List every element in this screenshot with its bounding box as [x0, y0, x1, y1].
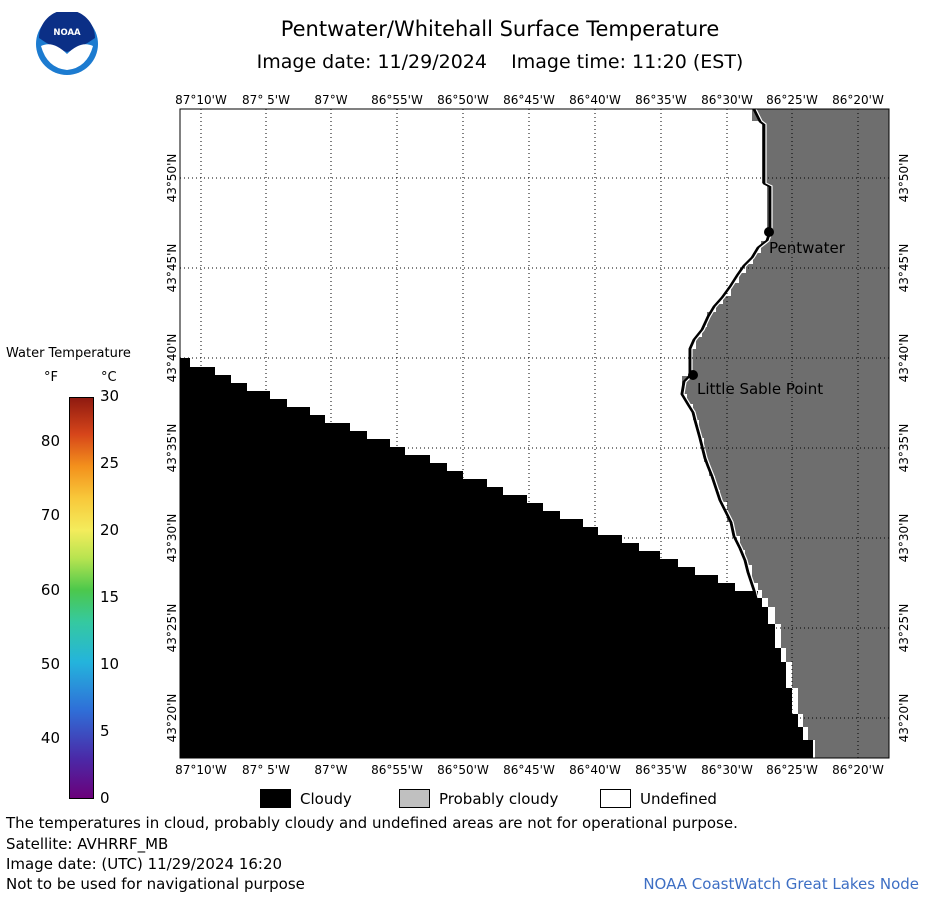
key-undefined-label: Undefined [640, 789, 717, 808]
little-sable-point-marker [688, 370, 698, 380]
latitude-label: 43°50'N [897, 154, 911, 203]
shoreline-outline [683, 108, 773, 599]
latitude-labels-right: 43°50'N 43°45'N 43°40'N 43°35'N 43°30'N 43°25… [897, 154, 911, 743]
latitude-labels-left: 43°50'N 43°45'N 43°40'N 43°35'N 43°30'N 43°25… [165, 154, 179, 743]
latitude-label: 43°45'N [165, 244, 179, 293]
map-subtitle: Image date: 11/29/2024 Image time: 11:20… [256, 51, 744, 73]
key-probably-cloudy-label: Probably cloudy [439, 789, 559, 808]
longitude-label: 87° 5'W [242, 93, 290, 107]
longitude-label: 86°45'W [503, 763, 555, 777]
key-cloudy: Cloudy [260, 789, 352, 808]
longitude-label: 86°40'W [569, 93, 621, 107]
fahrenheit-tick: 80 [40, 431, 60, 450]
fahrenheit-tick: 40 [40, 729, 60, 748]
celsius-tick: 20 [100, 521, 120, 539]
place-label-pentwater: Pentwater [769, 239, 846, 257]
credit-text: NOAA CoastWatch Great Lakes Node [643, 875, 919, 893]
map-frame [179, 108, 890, 759]
key-undefined: Undefined [600, 789, 717, 808]
latitude-label: 43°40'N [897, 334, 911, 383]
legend-unit-celsius: °C [101, 370, 117, 385]
longitude-label: 86°35'W [635, 763, 687, 777]
latitude-label: 43°35'N [897, 424, 911, 473]
longitude-label: 86°35'W [635, 93, 687, 107]
land-probably-cloudy-area [682, 109, 889, 758]
celsius-tick: 25 [100, 454, 120, 472]
place-label-little-sable-point: Little Sable Point [697, 380, 823, 398]
shoreline [680, 108, 772, 599]
legend-color-bar [69, 397, 94, 799]
noaa-logo-icon: NOAA [35, 10, 99, 76]
legend-unit-fahrenheit: °F [44, 370, 58, 385]
longitude-labels-bottom: 87°10'W 87° 5'W 87°W 86°55'W 86°50'W 86°45'W 8… [175, 763, 884, 777]
latitude-label: 43°25'N [165, 604, 179, 653]
longitude-label: 86°30'W [701, 763, 753, 777]
latitude-label: 43°40'N [165, 334, 179, 383]
noaa-logo-text: NOAA [53, 28, 81, 38]
legend-title: Water Temperature [6, 346, 131, 361]
longitude-label: 86°55'W [371, 763, 423, 777]
celsius-tick: 15 [100, 588, 120, 606]
navigation-warning: Not to be used for navigational purpose [6, 875, 305, 893]
disclaimer-text: The temperatures in cloud, probably clou… [6, 814, 738, 832]
longitude-label: 87° 5'W [242, 763, 290, 777]
longitude-label: 87°W [314, 93, 347, 107]
legend-celsius-scale: 30 25 20 15 10 5 0 [100, 0, 140, 899]
undefined-swatch [600, 789, 631, 808]
longitude-label: 86°40'W [569, 763, 621, 777]
longitude-label: 87°W [314, 763, 347, 777]
latitude-label: 43°20'N [165, 694, 179, 743]
longitude-label: 86°20'W [832, 763, 884, 777]
map-title: Pentwater/Whitehall Surface Temperature [280, 17, 720, 41]
latitude-label: 43°20'N [897, 694, 911, 743]
longitude-label: 86°30'W [701, 93, 753, 107]
latitude-label: 43°30'N [897, 514, 911, 563]
satellite-text: Satellite: AVHRRF_MB [6, 835, 169, 853]
celsius-tick: 0 [100, 789, 110, 807]
key-probably-cloudy: Probably cloudy [399, 789, 558, 808]
latitude-label: 43°25'N [897, 604, 911, 653]
longitude-label: 86°50'W [437, 93, 489, 107]
longitude-label: 87°10'W [175, 763, 227, 777]
fahrenheit-tick: 70 [40, 506, 60, 525]
celsius-tick: 10 [100, 655, 120, 673]
graticule [180, 109, 889, 758]
key-cloudy-label: Cloudy [300, 789, 352, 808]
longitude-label: 86°25'W [766, 93, 818, 107]
legend-fahrenheit-scale: 80 70 60 50 40 [0, 0, 60, 899]
latitude-label: 43°45'N [897, 244, 911, 293]
longitude-labels-top: 87°10'W 87° 5'W 87°W 86°55'W 86°50'W 86°45'W 8… [175, 93, 884, 107]
fahrenheit-tick: 60 [40, 580, 60, 599]
longitude-label: 86°45'W [503, 93, 555, 107]
latitude-label: 43°35'N [165, 424, 179, 473]
fahrenheit-tick: 50 [40, 655, 60, 673]
cloudy-swatch [260, 789, 291, 808]
longitude-label: 86°55'W [371, 93, 423, 107]
longitude-label: 86°20'W [832, 93, 884, 107]
celsius-tick: 5 [100, 722, 110, 740]
longitude-label: 87°10'W [175, 93, 227, 107]
cloudy-area [180, 358, 813, 758]
probably-cloudy-swatch [399, 789, 430, 808]
utc-date-text: Image date: (UTC) 11/29/2024 16:20 [6, 855, 283, 873]
celsius-tick: 30 [100, 387, 120, 405]
latitude-label: 43°30'N [165, 514, 179, 563]
latitude-label: 43°50'N [165, 154, 179, 203]
longitude-label: 86°25'W [766, 763, 818, 777]
longitude-label: 86°50'W [437, 763, 489, 777]
pentwater-marker [764, 227, 774, 237]
